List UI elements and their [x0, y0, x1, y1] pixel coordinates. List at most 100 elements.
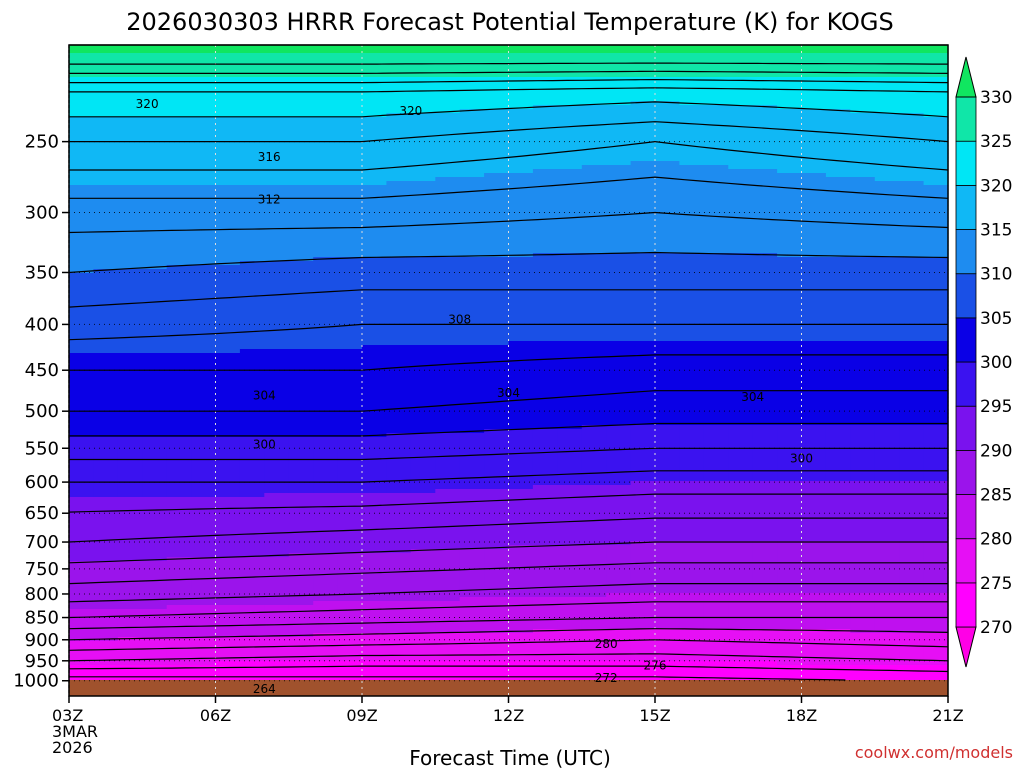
field-cell: [923, 293, 949, 298]
field-cell: [630, 565, 656, 570]
field-cell: [508, 201, 534, 206]
field-cell: [239, 385, 265, 390]
field-cell: [313, 213, 339, 218]
field-cell: [777, 193, 803, 198]
field-cell: [484, 45, 510, 50]
field-cell: [532, 453, 558, 458]
field-cell: [410, 185, 436, 190]
field-cell: [191, 305, 217, 310]
field-cell: [850, 509, 876, 514]
field-cell: [69, 261, 94, 266]
field-cell: [435, 373, 461, 378]
field-cell: [191, 217, 217, 222]
field-cell: [313, 297, 339, 302]
field-cell: [508, 269, 534, 274]
field-cell: [923, 85, 949, 90]
field-cell: [581, 329, 607, 334]
field-cell: [288, 561, 314, 566]
field-cell: [239, 485, 265, 490]
field-cell: [337, 481, 363, 486]
field-cell: [435, 237, 461, 242]
field-cell: [655, 493, 680, 498]
field-cell: [728, 181, 754, 186]
field-cell: [313, 105, 339, 110]
field-cell: [386, 289, 412, 294]
field-cell: [728, 281, 754, 286]
field-cell: [142, 545, 168, 550]
field-cell: [459, 585, 485, 590]
field-cell: [850, 241, 876, 246]
field-cell: [630, 377, 656, 382]
field-cell: [117, 265, 143, 270]
field-cell: [337, 473, 363, 478]
field-cell: [581, 373, 607, 378]
field-cell: [703, 189, 729, 194]
field-cell: [166, 241, 192, 246]
field-cell: [435, 281, 461, 286]
field-cell: [728, 597, 754, 602]
field-cell: [117, 389, 143, 394]
field-cell: [484, 461, 510, 466]
field-cell: [362, 317, 387, 322]
field-cell: [923, 357, 949, 362]
field-cell: [703, 541, 729, 546]
field-cell: [69, 49, 94, 54]
field-cell: [239, 313, 265, 318]
field-cell: [386, 197, 412, 202]
field-cell: [166, 73, 192, 78]
field-cell: [117, 289, 143, 294]
field-cell: [728, 501, 754, 506]
field-cell: [337, 521, 363, 526]
field-cell: [239, 209, 265, 214]
field-cell: [874, 497, 900, 502]
field-cell: [679, 397, 705, 402]
field-cell: [850, 457, 876, 462]
field-cell: [337, 125, 363, 130]
field-cell: [703, 261, 729, 266]
field-cell: [288, 545, 314, 550]
field-cell: [655, 333, 680, 338]
field-cell: [410, 361, 436, 366]
field-cell: [313, 241, 339, 246]
field-cell: [630, 173, 656, 178]
field-cell: [93, 533, 119, 538]
field-cell: [337, 465, 363, 470]
field-cell: [93, 397, 119, 402]
field-cell: [508, 581, 534, 586]
field-cell: [850, 237, 876, 242]
field-cell: [825, 565, 851, 570]
field-cell: [459, 173, 485, 178]
field-cell: [362, 141, 387, 146]
field-cell: [362, 109, 387, 114]
field-cell: [215, 177, 241, 182]
field-cell: [655, 289, 680, 294]
field-cell: [484, 221, 510, 226]
field-cell: [752, 73, 778, 78]
field-cell: [899, 373, 925, 378]
field-cell: [874, 133, 900, 138]
field-cell: [581, 537, 607, 542]
field-cell: [874, 245, 900, 250]
field-cell: [899, 529, 925, 534]
field-cell: [166, 369, 192, 374]
field-cell: [459, 513, 485, 518]
field-cell: [532, 281, 558, 286]
field-cell: [874, 277, 900, 282]
field-cell: [606, 249, 632, 254]
field-cell: [532, 373, 558, 378]
field-cell: [264, 509, 290, 514]
field-cell: [337, 193, 363, 198]
field-cell: [777, 505, 803, 510]
field-cell: [313, 129, 339, 134]
field-cell: [386, 461, 412, 466]
field-cell: [117, 157, 143, 162]
field-cell: [69, 117, 94, 122]
field-cell: [801, 89, 827, 94]
field-cell: [264, 125, 290, 130]
field-cell: [69, 377, 94, 382]
field-cell: [288, 569, 314, 574]
field-cell: [850, 481, 876, 486]
field-cell: [508, 101, 534, 106]
field-cell: [484, 449, 510, 454]
field-cell: [117, 517, 143, 522]
